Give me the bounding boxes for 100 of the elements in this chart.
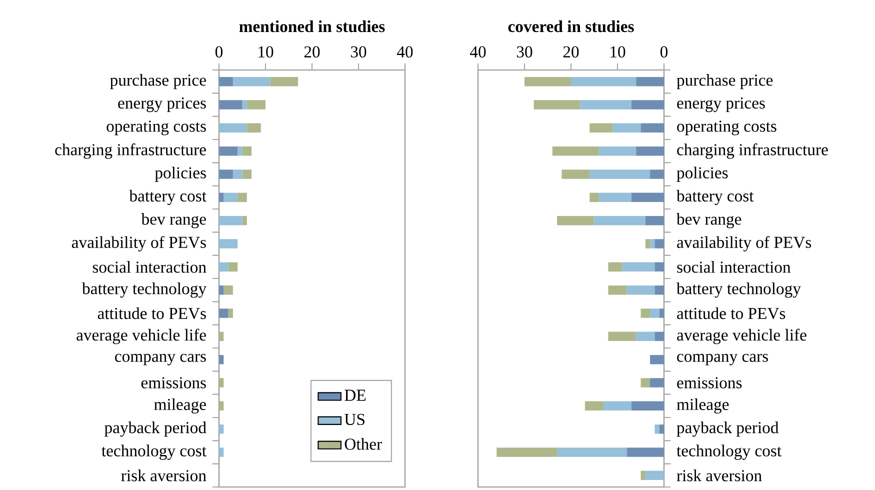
y-tick-label: policies bbox=[676, 166, 728, 182]
bar bbox=[598, 192, 632, 202]
bar bbox=[557, 216, 594, 226]
y-tick-label: charging infrastructure bbox=[677, 143, 828, 159]
y-tick-label: operating costs bbox=[677, 120, 776, 136]
bar bbox=[640, 308, 650, 318]
bar bbox=[571, 76, 636, 86]
bar bbox=[232, 170, 242, 179]
y-tick-label: availability of PEVs bbox=[72, 236, 206, 252]
y-tick-label: technology cost bbox=[676, 444, 782, 460]
bar bbox=[242, 146, 252, 156]
y-tick-label: payback period bbox=[104, 422, 206, 437]
bar bbox=[584, 401, 604, 411]
bar bbox=[219, 354, 224, 364]
y-tick-label: average vehicle life bbox=[76, 328, 206, 344]
legend-label: US bbox=[344, 414, 364, 426]
bar bbox=[562, 170, 590, 179]
y-tick-label: attitude to PEVs bbox=[98, 307, 206, 320]
bar bbox=[496, 448, 558, 457]
bar bbox=[219, 146, 238, 156]
bar bbox=[246, 123, 261, 133]
bar bbox=[238, 146, 242, 156]
bar bbox=[219, 332, 224, 342]
bar bbox=[598, 146, 636, 156]
bar bbox=[650, 308, 660, 318]
bar bbox=[228, 308, 233, 318]
bar bbox=[219, 192, 224, 202]
bar bbox=[246, 100, 266, 110]
bar bbox=[631, 100, 664, 110]
bar bbox=[219, 100, 242, 110]
bar bbox=[608, 332, 636, 342]
bar bbox=[590, 123, 613, 133]
bar bbox=[224, 192, 238, 202]
bar bbox=[242, 216, 247, 226]
bar bbox=[219, 239, 238, 248]
y-tick-label: company cars bbox=[677, 354, 768, 366]
bar bbox=[650, 378, 664, 388]
y-tick-label: attitude to PEVs bbox=[677, 307, 786, 320]
bar bbox=[636, 332, 655, 342]
legend-label: DE bbox=[344, 390, 366, 401]
y-tick-label: social interaction bbox=[92, 261, 206, 273]
y-tick-label: bev range bbox=[141, 213, 206, 228]
y-tick-label: energy prices bbox=[677, 97, 765, 112]
y-tick-label: social interaction bbox=[677, 261, 791, 273]
y-tick-label: battery technology bbox=[676, 282, 801, 298]
bar bbox=[626, 285, 655, 295]
y-tick-label: technology cost bbox=[102, 444, 206, 460]
bar bbox=[626, 448, 664, 457]
y-tick-label: risk aversion bbox=[676, 470, 762, 482]
y-tick-label: risk aversion bbox=[121, 470, 206, 482]
bar bbox=[219, 448, 224, 457]
bar bbox=[636, 76, 664, 86]
bar bbox=[534, 100, 580, 110]
y-tick-label: battery technology bbox=[82, 282, 206, 298]
bar bbox=[590, 192, 599, 202]
bar bbox=[524, 76, 571, 86]
bar bbox=[645, 239, 650, 248]
bar bbox=[654, 285, 664, 295]
bar bbox=[232, 76, 270, 86]
x-tick-label: 40 bbox=[397, 46, 413, 58]
bar bbox=[552, 146, 599, 156]
bar bbox=[636, 146, 664, 156]
x-tick-label: 30 bbox=[516, 46, 532, 58]
bar bbox=[219, 401, 224, 411]
y-tick-label: battery cost bbox=[129, 190, 206, 206]
bar bbox=[608, 285, 627, 295]
bar bbox=[219, 262, 228, 272]
chart-title: mentioned in studies bbox=[239, 20, 385, 32]
bar bbox=[228, 262, 238, 272]
bar bbox=[594, 216, 646, 226]
bar bbox=[219, 76, 233, 86]
bar bbox=[219, 216, 242, 226]
y-tick-label: policies bbox=[154, 166, 206, 182]
bar bbox=[557, 448, 627, 457]
bar bbox=[590, 170, 650, 179]
y-tick-label: purchase price bbox=[676, 74, 773, 90]
bar bbox=[219, 308, 228, 318]
x-tick-label: 0 bbox=[215, 46, 223, 58]
bar bbox=[650, 354, 664, 364]
bar bbox=[612, 123, 641, 133]
bar bbox=[645, 470, 664, 480]
x-tick-label: 10 bbox=[258, 46, 274, 58]
bar bbox=[219, 170, 233, 179]
x-tick-label: 0 bbox=[660, 46, 668, 58]
y-tick-label: bev range bbox=[676, 213, 742, 228]
bar bbox=[640, 470, 646, 480]
y-tick-label: mileage bbox=[676, 398, 729, 414]
y-tick-label: purchase price bbox=[110, 74, 206, 90]
bar bbox=[654, 239, 664, 248]
y-tick-label: energy prices bbox=[118, 97, 206, 112]
bar bbox=[640, 123, 664, 133]
bar bbox=[654, 332, 664, 342]
y-tick-label: battery cost bbox=[676, 190, 754, 206]
bar bbox=[640, 378, 650, 388]
y-tick-label: operating costs bbox=[106, 120, 206, 136]
y-tick-label: payback period bbox=[676, 422, 779, 437]
y-tick-label: company cars bbox=[115, 354, 206, 366]
x-tick-label: 10 bbox=[610, 46, 626, 58]
y-tick-label: mileage bbox=[154, 398, 206, 414]
y-tick-label: emissions bbox=[141, 377, 206, 388]
